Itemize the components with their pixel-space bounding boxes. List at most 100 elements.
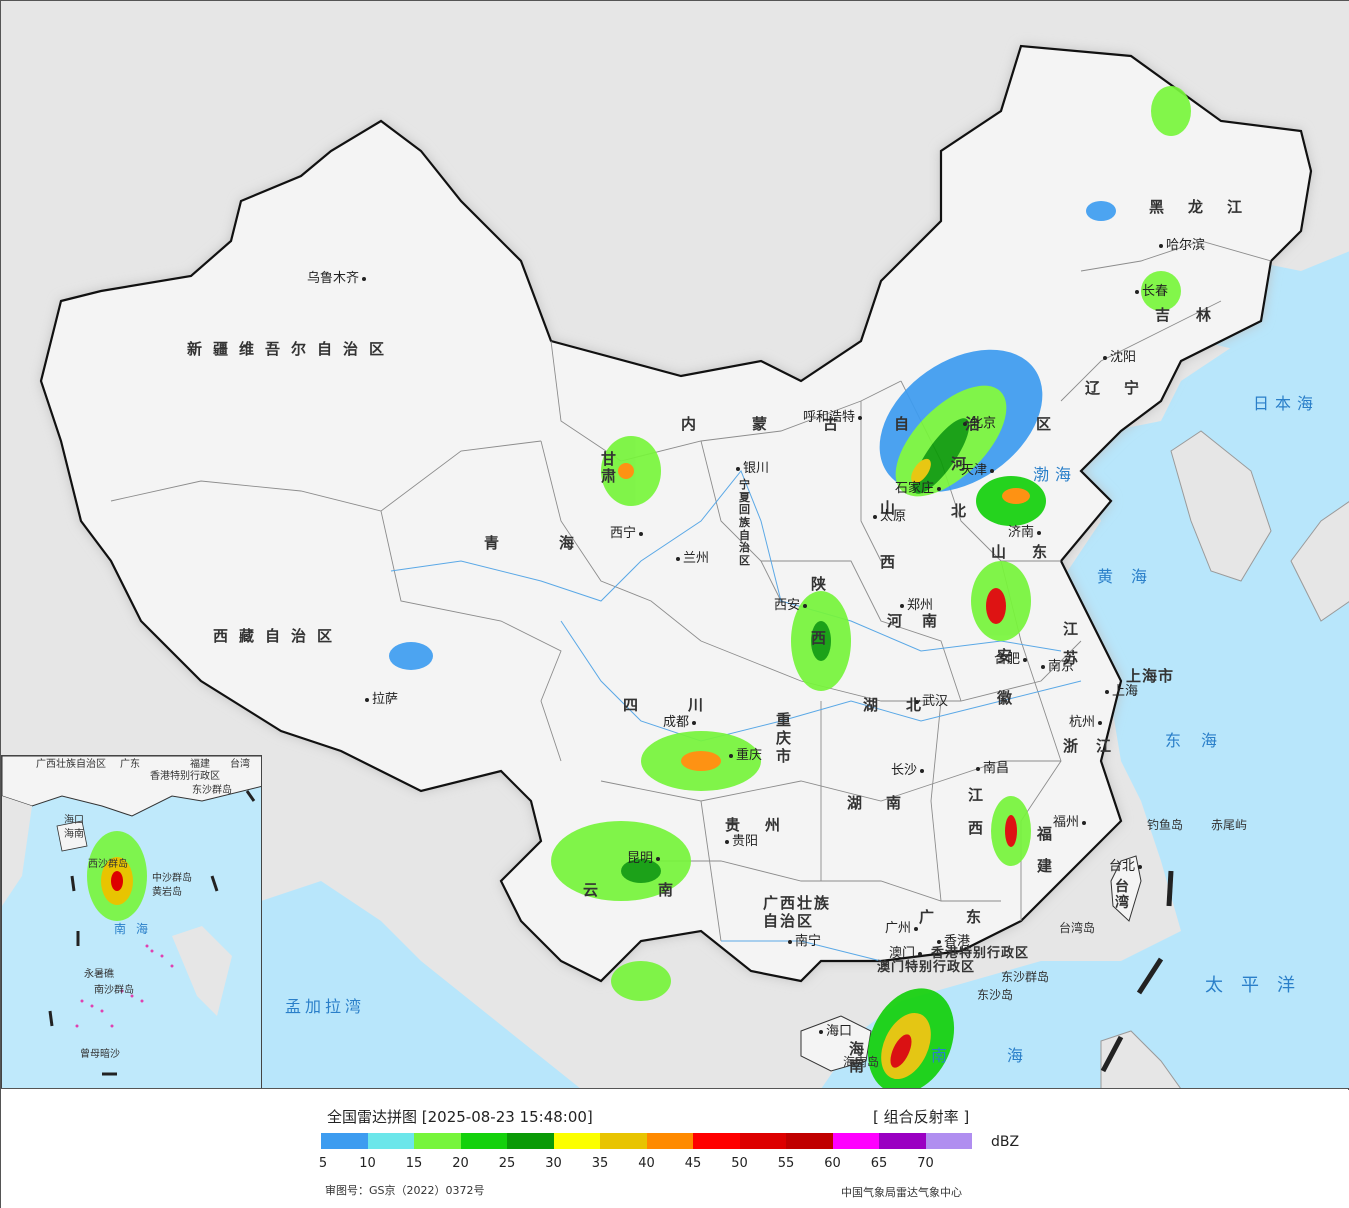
city-label: 杭州 — [1069, 716, 1102, 729]
tick-label: 10 — [359, 1156, 376, 1171]
inset-label: 黄岩岛 — [152, 887, 182, 898]
radar-map: 新疆维吾尔自治区 西藏自治区 青海 甘肃 内蒙古自治区 宁夏回族自治区 四川 云… — [1, 1, 1349, 1089]
city-label: 兰州 — [676, 552, 709, 565]
city-label: 石家庄 — [895, 482, 941, 495]
city-label: 郑州 — [900, 599, 933, 612]
province-label: 甘肃 — [601, 450, 617, 486]
province-label: 台湾 — [1115, 879, 1129, 912]
province-label: 青海 — [484, 534, 635, 552]
tick-label: 20 — [452, 1156, 469, 1171]
inset-label: 东沙群岛 — [192, 785, 232, 796]
province-label: 广东 — [919, 908, 1014, 926]
city-label: 拉萨 — [365, 693, 398, 706]
city-label: 香港 — [937, 935, 970, 948]
sea-label: 南海 — [931, 1046, 1084, 1065]
tick-label: 45 — [684, 1156, 702, 1171]
city-label: 台北 — [1109, 860, 1142, 873]
tick-label: 65 — [870, 1156, 888, 1171]
color-swatch — [646, 1133, 693, 1149]
tick-label: 55 — [777, 1156, 795, 1171]
color-swatch — [693, 1133, 740, 1149]
city-label: 成都 — [663, 716, 696, 729]
sea-label: 太平洋 — [1205, 975, 1313, 996]
tick-label: 5 — [318, 1156, 328, 1171]
city-label: 乌鲁木齐 — [307, 272, 366, 285]
province-label: 澳门特别行政区 — [877, 960, 976, 975]
province-label: 新疆维吾尔自治区 — [187, 340, 396, 358]
inset-sea-label: 南海 — [114, 922, 159, 936]
tick-label: 40 — [638, 1156, 655, 1171]
sea-label: 东海 — [1165, 731, 1238, 750]
province-label: 湖南 — [847, 794, 926, 812]
city-label: 重庆 — [729, 749, 762, 762]
sea-label: 日本海 — [1253, 394, 1320, 413]
city-label: 哈尔滨 — [1159, 239, 1205, 252]
city-label: 武汉 — [915, 695, 948, 708]
city-label: 合肥 — [994, 653, 1027, 666]
province-label: 重庆市 — [776, 711, 792, 765]
province-label: 云南 — [583, 881, 734, 899]
legend-title: 全国雷达拼图 [2025-08-23 15:48:00] — [327, 1108, 593, 1126]
city-label: 济南 — [1008, 526, 1041, 539]
radar-echoes — [389, 86, 1191, 1088]
province-label: 江苏 — [1063, 620, 1079, 667]
province-label: 宁夏回族自治区 — [739, 478, 750, 567]
tick-label: 50 — [731, 1156, 748, 1171]
province-label: 江西 — [968, 786, 984, 837]
city-label: 广州 — [885, 922, 918, 935]
product-type: [ 组合反射率 ] — [873, 1108, 970, 1126]
philippines — [1100, 1030, 1181, 1088]
city-label: 沈阳 — [1103, 351, 1136, 364]
island-label: 钓鱼岛 — [1147, 818, 1184, 832]
inset-label: 台湾 — [230, 759, 250, 770]
boundary-segments — [1100, 870, 1174, 1073]
city-label: 长沙 — [891, 764, 924, 777]
color-swatch — [786, 1133, 833, 1149]
inset-label: 西沙群岛 — [88, 859, 128, 870]
organization-label: 中国气象局雷达气象中心 — [841, 1186, 962, 1199]
province-label: 黑龙江 — [1149, 198, 1267, 216]
city-label: 西安 — [774, 599, 807, 612]
province-label: 上海市 — [1126, 667, 1175, 685]
inset-map — [2, 756, 261, 1076]
south-china-sea-inset: 广西壮族自治区 广东 福建 台湾 香港特别行政区 东沙群岛 海口 海南 西沙群岛… — [1, 755, 262, 1088]
city-label: 福州 — [1053, 816, 1086, 829]
city-label: 呼和浩特 — [803, 411, 862, 424]
inset-label: 广西壮族自治区 — [36, 759, 106, 770]
province-label: 山东 — [991, 543, 1074, 561]
city-label: 海口 — [819, 1025, 852, 1038]
tick-label: 15 — [405, 1156, 423, 1171]
tick-label: 70 — [917, 1156, 934, 1171]
inset-label: 香港特别行政区 — [150, 771, 220, 782]
color-swatch — [925, 1133, 972, 1149]
inset-label: 中沙群岛 — [152, 873, 192, 884]
province-label: 湖北 — [863, 696, 950, 714]
city-label: 贵阳 — [725, 835, 758, 848]
province-label: 广西壮族自治区 — [763, 894, 832, 930]
island-label: 东沙群岛 — [1001, 970, 1050, 984]
province-label: 浙江 — [1063, 737, 1130, 755]
tick-label: 30 — [545, 1156, 562, 1171]
sea-label: 孟加拉湾 — [285, 997, 366, 1016]
japan-islands — [1290, 501, 1349, 622]
review-number: 审图号：GS京（2022）0372号 — [325, 1184, 485, 1197]
island-label: 东沙岛 — [977, 988, 1014, 1002]
island-label: 台湾岛 — [1059, 921, 1096, 935]
island-label: 赤尾屿 — [1211, 818, 1248, 832]
province-label: 河南 — [887, 612, 958, 630]
island-label: 海南岛 — [843, 1055, 880, 1069]
color-swatch — [739, 1133, 786, 1149]
inset-label: 海南 — [64, 829, 84, 840]
city-label: 南昌 — [976, 762, 1009, 775]
city-label: 上海 — [1105, 685, 1138, 698]
sea-area — [261, 881, 580, 1088]
province-label: 陕西 — [811, 575, 827, 647]
province-label: 西藏自治区 — [213, 627, 344, 645]
city-label: 南京 — [1041, 660, 1074, 673]
province-label: 福建 — [1037, 825, 1053, 875]
province-label: 海南 — [849, 1040, 865, 1076]
city-label: 澳门 — [889, 947, 922, 960]
city-label: 北京 — [963, 417, 996, 430]
province-label: 吉林 — [1155, 306, 1238, 324]
